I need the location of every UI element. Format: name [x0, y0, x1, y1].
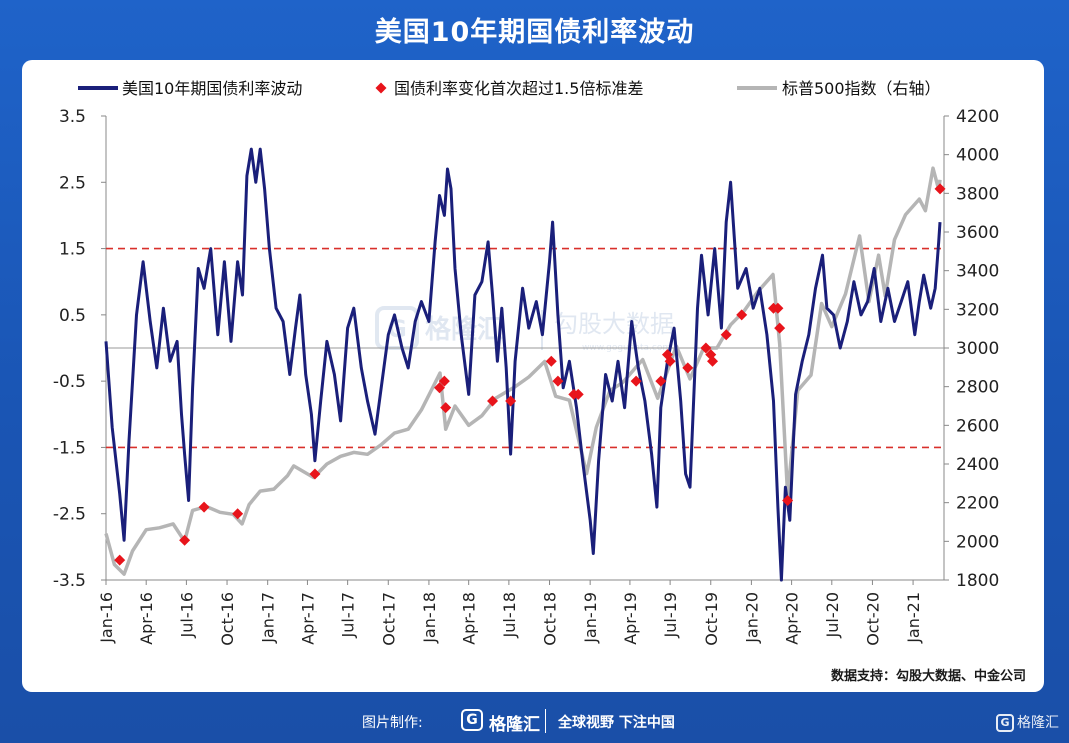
legend-label-sp500: 标普500指数（右轴） [782, 79, 941, 98]
y-left-tick-label: -0.5 [53, 372, 86, 392]
chart-card: G 格隆汇 勾股大数据 www.gogudata.com 3.5 2.5 1.5 0.… [22, 60, 1044, 692]
source-note: 数据支持：勾股大数据、中金公司 [831, 668, 1026, 684]
event-marker [438, 375, 450, 387]
x-tick-label: Jan-17 [259, 592, 278, 644]
event-marker [440, 402, 452, 414]
x-tick-label: Oct-19 [702, 592, 721, 646]
y-right-tick-label: 3800 [956, 184, 999, 204]
footer-brand: 格隆汇 [489, 715, 540, 735]
x-tick-label: Jul-17 [339, 592, 358, 638]
y-left-tick-label: -3.5 [53, 571, 86, 591]
event-marker [505, 395, 517, 407]
x-tick-label: Jul-18 [500, 592, 519, 638]
event-markers [114, 183, 946, 566]
y-right-tick-label: 4000 [956, 146, 999, 166]
y-left-tick-label: -2.5 [53, 505, 86, 525]
x-tick-label: Apr-18 [460, 592, 479, 645]
event-marker [774, 322, 786, 334]
event-marker [736, 309, 748, 321]
event-marker [934, 183, 946, 195]
event-marker [655, 375, 667, 387]
y-right-tick-label: 1800 [956, 571, 999, 591]
event-marker [700, 342, 712, 354]
y-right-tick-label: 2000 [956, 532, 999, 552]
x-tick-label: Jan-18 [420, 592, 439, 644]
x-tick-label: Jan-20 [742, 592, 761, 644]
yield-volatility-line [104, 147, 942, 582]
event-marker [552, 375, 564, 387]
y-left-tick-label: 2.5 [59, 173, 86, 193]
y-right-tick-label: 3000 [956, 339, 999, 359]
legend-label-marker: 国债利率变化首次超过1.5倍标准差 [394, 79, 643, 98]
axes: 3.5 2.5 1.5 0.5 -0.5 -1.5 -2.5 -3.5 4200 4000 3800… [53, 107, 999, 646]
event-marker [782, 494, 794, 506]
event-marker [232, 508, 244, 520]
x-tick-label: Jul-20 [823, 592, 842, 638]
event-marker [179, 534, 191, 546]
y-right-tick-label: 3600 [956, 223, 999, 243]
x-tick-label: Apr-17 [298, 592, 317, 645]
watermark-sub: 勾股大数据 [554, 310, 674, 338]
event-marker [572, 388, 584, 400]
y-left-tick-label: 3.5 [59, 107, 86, 127]
x-tick-label: Oct-16 [218, 592, 237, 646]
x-tick-label: Jul-16 [177, 592, 196, 638]
watermark-brand: 格隆汇 [425, 314, 503, 345]
event-marker [772, 302, 784, 314]
event-marker [545, 355, 557, 367]
x-tick-label: Oct-20 [863, 592, 882, 646]
y-left-tick-label: -1.5 [53, 438, 86, 458]
series-lines [104, 147, 942, 582]
event-marker [487, 395, 499, 407]
x-tick-label: Jan-19 [581, 592, 600, 644]
corner-brand: 格隆汇 [1017, 715, 1059, 731]
x-tick-label: Apr-16 [137, 592, 156, 645]
page-title: 美国10年期国债利率波动 [374, 17, 695, 48]
event-marker [309, 468, 321, 480]
corner-logo-icon: G [996, 714, 1014, 732]
corner-watermark: G 格隆汇 [996, 712, 1059, 732]
y-right-tick-label: 2400 [956, 455, 999, 475]
y-right-tick-label: 3200 [956, 300, 999, 320]
event-marker [664, 355, 676, 367]
x-tick-label: Oct-18 [541, 592, 560, 646]
x-tick-label: Jul-19 [661, 592, 680, 638]
event-marker [198, 501, 210, 513]
event-marker [434, 382, 446, 394]
event-marker [682, 362, 694, 374]
event-marker [630, 375, 642, 387]
y-left-tick-label: 0.5 [59, 306, 86, 326]
footer: 图片制作: G 格隆汇 全球视野 下注中国 [0, 703, 1069, 739]
footer-slogan: 全球视野 下注中国 [558, 715, 675, 731]
y-right-tick-label: 3400 [956, 262, 999, 282]
footer-credit: 图片制作: [362, 715, 423, 731]
brand-logo-icon: G [461, 709, 483, 731]
x-tick-label: Jan-21 [904, 592, 923, 644]
footer-divider [545, 709, 546, 733]
legend-swatch-marker [375, 82, 387, 94]
event-marker [707, 355, 719, 367]
y-right-tick-label: 2200 [956, 494, 999, 514]
x-tick-label: Oct-17 [379, 592, 398, 646]
x-tick-label: Apr-20 [783, 592, 802, 645]
sp500-line [104, 166, 942, 576]
y-left-tick-label: 1.5 [59, 240, 86, 260]
y-right-tick-label: 4200 [956, 107, 999, 127]
x-tick-label: Apr-19 [621, 592, 640, 645]
legend: 美国10年期国债利率波动 国债利率变化首次超过1.5倍标准差 标普500指数（右轴） [78, 79, 941, 98]
event-marker [114, 554, 126, 566]
chart-svg: G 格隆汇 勾股大数据 www.gogudata.com 3.52.51.50.… [53, 79, 1026, 684]
legend-label-yield: 美国10年期国债利率波动 [122, 79, 302, 98]
event-marker [720, 329, 732, 341]
x-tick-label: Jan-16 [97, 592, 116, 644]
y-right-tick-label: 2600 [956, 416, 999, 436]
y-right-tick-label: 2800 [956, 378, 999, 398]
